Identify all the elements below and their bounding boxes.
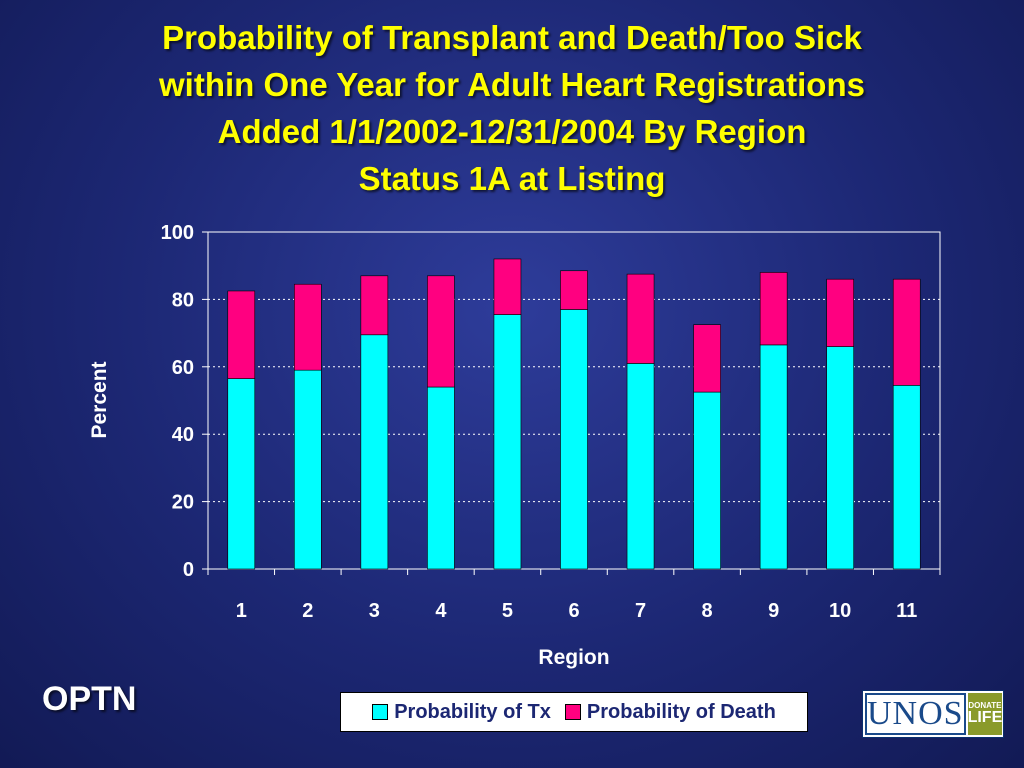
legend-label-tx: Probability of Tx [394,700,551,723]
bar-tx-region-7 [626,363,655,570]
unos-donate-life-logo: UNOS DONATE LIFE [862,690,1004,738]
bar-tx-region-9 [759,344,788,570]
x-tick-label: 5 [502,600,513,622]
donate-life-badge: DONATE LIFE [967,693,1003,735]
bar-tx-region-1 [227,378,256,570]
x-tick-label: 3 [369,600,380,622]
bars [227,258,921,570]
title-line-2: within One Year for Adult Heart Registra… [159,66,865,103]
y-axis-label: Percent [88,361,111,438]
y-tick-label: 60 [172,357,194,379]
x-axis-label: Region [538,646,609,669]
life-text: LIFE [967,709,1003,726]
bar-tx-region-4 [427,386,455,570]
x-tick-label: 10 [829,600,851,622]
x-tick-label: 1 [236,600,247,622]
bar-death-region-6 [560,270,588,310]
y-tick-label: 40 [172,424,194,446]
bar-tx-region-8 [693,391,721,570]
bar-death-region-3 [360,275,389,336]
y-tick-label: 80 [172,289,194,311]
bar-death-region-11 [892,278,921,386]
bar-death-region-8 [693,324,721,393]
legend-swatch-death [564,704,581,720]
bar-tx-region-6 [560,309,588,570]
bar-tx-region-2 [294,369,322,570]
legend-item-death: Probability of Death [564,700,776,724]
donate-text: DONATE [968,701,1002,710]
x-tick-label: 4 [435,600,447,622]
legend-swatch-tx [372,704,389,720]
y-tick-label: 20 [172,492,194,514]
axes: 0 20 40 60 80 100 1 2 3 4 5 6 7 8 9 10 11 [161,222,941,622]
stacked-bar-chart: 0 20 40 60 80 100 1 2 3 4 5 6 7 8 9 10 11 Percent Region [88,222,941,669]
title-line-3: Added 1/1/2002-12/31/2004 By Region [217,113,807,150]
legend-item-tx: Probability of Tx [372,701,551,724]
bar-death-region-7 [626,273,655,364]
x-tick-label: 7 [635,600,646,622]
bar-death-region-5 [493,258,522,315]
slide-title: Probability of Transplant and Death/Too … [0,14,1024,202]
x-tick-label: 11 [896,600,917,622]
x-tick-label: 9 [768,600,779,622]
title-line-4: Status 1A at Listing [358,160,666,197]
bar-death-region-9 [759,272,788,346]
unos-logo-text: UNOS [865,693,966,735]
bar-death-region-1 [227,290,256,379]
legend-label-death: Probability of Death [586,700,776,723]
title-line-1: Probability of Transplant and Death/Too … [162,19,862,56]
bar-tx-region-5 [493,314,522,570]
x-tick-label: 2 [302,600,313,622]
x-tick-label: 6 [568,600,579,622]
chart-legend: Probability of Tx Probability of Death [340,692,808,732]
bar-death-region-2 [294,283,322,371]
y-tick-label: 0 [183,559,194,581]
bar-tx-region-10 [826,346,854,570]
bar-death-region-4 [427,275,455,388]
bar-tx-region-3 [360,334,389,570]
bar-death-region-10 [826,278,854,347]
y-tick-label: 100 [161,222,194,244]
bar-tx-region-11 [892,385,921,570]
optn-label: OPTN [42,680,137,718]
x-tick-label: 8 [702,600,713,622]
